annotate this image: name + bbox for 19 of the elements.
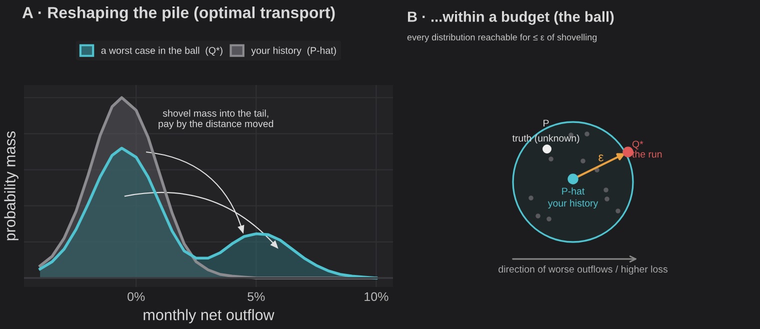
legend-label: your history (P-hat) bbox=[251, 46, 336, 56]
annotation: shovel mass into the tail, pay by the distance moved bbox=[158, 110, 274, 130]
legend-label: a worst case in the ball (Q*) bbox=[101, 46, 222, 56]
chart-title: A · Reshaping the pile (optimal transport) bbox=[22, 6, 335, 22]
text: truth (unknown) bbox=[512, 134, 580, 144]
x-axis-title: monthly net outflow bbox=[144, 309, 274, 324]
text: the run bbox=[632, 150, 662, 158]
x-tick-label: 10% bbox=[364, 292, 388, 302]
y-axis-title: probability mass bbox=[4, 131, 18, 240]
text: ε bbox=[598, 154, 604, 162]
text: B · ...within a budget (the ball) bbox=[408, 11, 614, 25]
text: P bbox=[544, 120, 549, 127]
text: direction of worse outflows / higher loss bbox=[498, 265, 668, 275]
text: your history bbox=[548, 199, 598, 209]
text: P-hat bbox=[562, 187, 585, 195]
text: every distribution reachable for ≤ ε of shovelling bbox=[407, 34, 597, 42]
x-tick-label: 5% bbox=[248, 292, 265, 302]
text: Q* bbox=[632, 140, 644, 150]
x-tick-label: 0% bbox=[128, 292, 145, 302]
